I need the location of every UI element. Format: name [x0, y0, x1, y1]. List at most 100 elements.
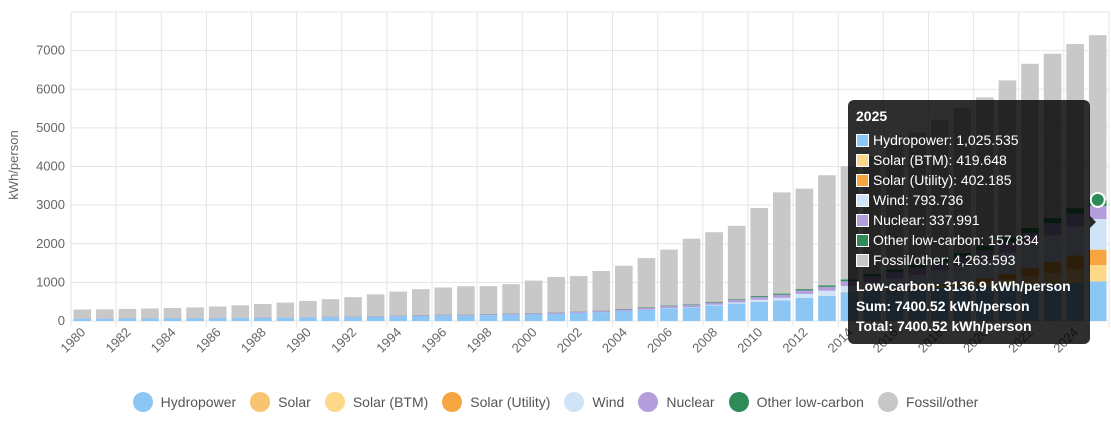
tooltip-row-label: Nuclear: 337.991 — [873, 212, 980, 228]
bar-segment — [637, 309, 656, 321]
legend-item[interactable]: Other low-carbon — [728, 392, 864, 412]
tooltip-swatch — [856, 253, 869, 267]
bar-segment — [434, 315, 453, 321]
tooltip-sum: Sum: 7400.52 kWh/person — [856, 298, 1030, 314]
bar-segment — [366, 316, 385, 321]
bar-segment — [344, 316, 362, 318]
bar-segment — [434, 287, 453, 315]
bar-segment — [615, 265, 633, 309]
bar-segment — [389, 316, 407, 321]
bar-segment — [299, 317, 317, 321]
bar-segment — [750, 299, 769, 302]
tooltip-row-label: Fossil/other: 4,263.593 — [873, 252, 1016, 268]
bar-segment — [231, 305, 250, 318]
x-tick-label: 1994 — [373, 325, 404, 356]
tooltip-caret — [1090, 216, 1096, 228]
bar-segment — [479, 286, 498, 314]
bar-segment — [569, 311, 588, 313]
legend-swatch — [250, 392, 271, 412]
bar-segment — [344, 297, 362, 317]
tooltip-swatch — [856, 233, 869, 247]
bar-segment — [231, 318, 250, 321]
x-tick-label: 2004 — [599, 325, 630, 356]
tooltip-row-label: Solar (Utility): 402.185 — [873, 172, 1012, 188]
bar-segment — [163, 307, 182, 318]
hover-marker-dot — [1089, 191, 1106, 208]
bar-segment — [818, 175, 836, 286]
bar-segment — [615, 310, 633, 321]
bar-segment — [727, 299, 746, 300]
tooltip-swatch — [856, 173, 869, 187]
legend-item[interactable]: Fossil/other — [877, 392, 978, 412]
tooltip-swatch — [856, 153, 869, 167]
bar-segment — [208, 306, 227, 318]
bar-segment — [795, 289, 814, 291]
x-tick-label: 2010 — [734, 325, 765, 356]
bar-segment — [705, 302, 723, 305]
legend-item[interactable]: Nuclear — [638, 392, 715, 412]
bar-segment — [321, 317, 340, 321]
tooltip-row-label: Solar (BTM): 419.648 — [873, 152, 1007, 168]
y-tick-label: 0 — [58, 313, 65, 328]
bar-segment — [818, 286, 836, 291]
x-tick-label: 2012 — [779, 325, 810, 356]
bar-segment — [682, 307, 701, 321]
bar-segment — [660, 308, 678, 321]
bar-segment — [524, 280, 543, 314]
bar-segment — [457, 314, 475, 316]
bar-segment — [254, 317, 272, 321]
bar-segment — [705, 301, 723, 303]
bar-segment — [502, 284, 520, 314]
y-tick-label: 7000 — [36, 43, 65, 58]
bar-segment — [795, 293, 814, 298]
bar-segment — [457, 315, 475, 321]
legend-item[interactable]: Solar (Utility) — [442, 392, 550, 412]
legend-swatch — [638, 392, 659, 412]
tooltip-row: Nuclear: 337.991 — [856, 210, 1082, 230]
x-tick-label: 2006 — [644, 325, 675, 356]
y-tick-label: 6000 — [36, 81, 65, 96]
bar-segment — [615, 309, 633, 311]
bar-segment — [276, 302, 295, 318]
bar-segment — [479, 315, 498, 321]
legend-swatch — [324, 392, 345, 412]
bar-segment — [366, 294, 385, 316]
bar-segment — [773, 294, 791, 298]
legend-swatch — [877, 392, 898, 412]
bar-segment — [96, 318, 114, 321]
legend-item[interactable]: Hydropower — [132, 392, 236, 412]
tooltip-swatch — [856, 133, 869, 147]
tooltip: 2025 Hydropower: 1,025.535 Solar (BTM): 4… — [848, 100, 1096, 344]
bar-segment — [186, 307, 204, 318]
x-tick-label: 2002 — [554, 325, 585, 356]
bar-segment — [750, 296, 769, 298]
legend-item[interactable]: Solar (BTM) — [324, 392, 428, 412]
legend-label: Other low-carbon — [756, 394, 864, 410]
tooltip-row-label: Hydropower: 1,025.535 — [873, 132, 1019, 148]
bar-segment — [1088, 205, 1107, 219]
legend-item[interactable]: Solar — [250, 392, 311, 412]
bar-segment — [118, 318, 137, 321]
legend-swatch — [132, 392, 153, 412]
bar-segment — [276, 317, 295, 321]
bar-segment — [682, 304, 701, 308]
bar-segment — [457, 286, 475, 315]
bar-segment — [795, 188, 814, 290]
y-tick-label: 1000 — [36, 274, 65, 289]
bar-segment — [727, 302, 746, 304]
x-tick-label: 2000 — [509, 325, 540, 356]
x-tick-label: 1992 — [328, 325, 359, 356]
legend-item[interactable]: Wind — [564, 392, 624, 412]
tooltip-row: Wind: 793.736 — [856, 190, 1082, 210]
x-tick-label: 1990 — [283, 325, 314, 356]
bar-segment — [682, 238, 701, 305]
bar-segment — [502, 313, 520, 315]
bar-segment — [299, 300, 317, 317]
y-axis-title: kWh/person — [6, 130, 21, 199]
legend-label: Solar (Utility) — [470, 394, 551, 410]
bar-segment — [502, 314, 520, 321]
x-tick-label: 1986 — [193, 325, 224, 356]
bar-segment — [547, 277, 565, 313]
y-tick-label: 3000 — [36, 197, 65, 212]
bar-segment — [479, 314, 498, 316]
